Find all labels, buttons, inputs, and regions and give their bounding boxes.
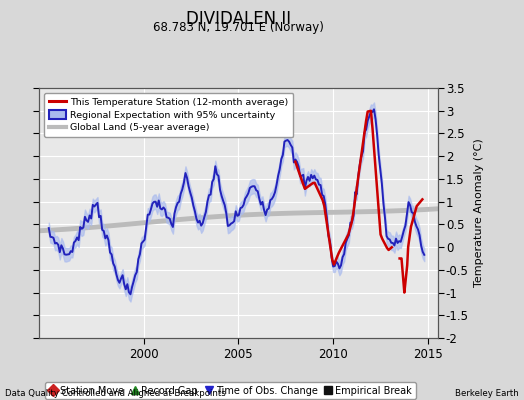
- Text: 68.783 N, 19.701 E (Norway): 68.783 N, 19.701 E (Norway): [153, 21, 324, 34]
- Text: Data Quality Controlled and Aligned at Breakpoints: Data Quality Controlled and Aligned at B…: [5, 389, 226, 398]
- Y-axis label: Temperature Anomaly (°C): Temperature Anomaly (°C): [474, 139, 484, 287]
- Legend: Station Move, Record Gap, Time of Obs. Change, Empirical Break: Station Move, Record Gap, Time of Obs. C…: [46, 382, 416, 399]
- Text: DIVIDALEN II: DIVIDALEN II: [186, 10, 291, 28]
- Text: Berkeley Earth: Berkeley Earth: [455, 389, 519, 398]
